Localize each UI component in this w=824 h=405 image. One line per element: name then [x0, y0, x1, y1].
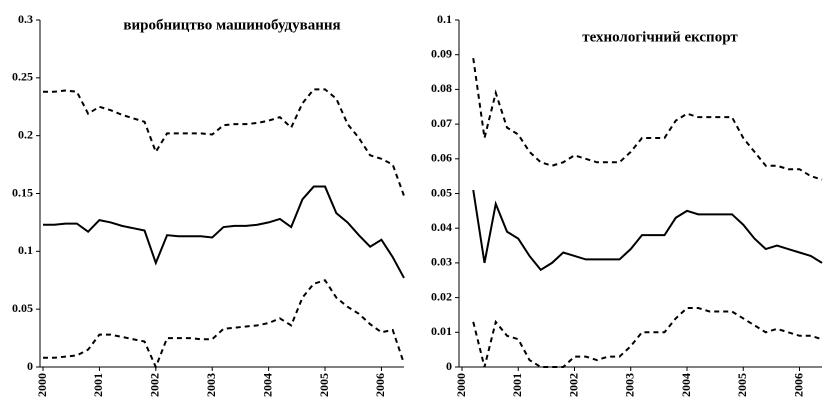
y-tick-label: 0.03: [431, 255, 452, 269]
y-tick-label: 0.1: [18, 243, 33, 257]
y-tick-label: 0.04: [431, 220, 452, 234]
y-tick-label: 0.07: [431, 116, 452, 130]
x-tick-label: 2005: [735, 373, 749, 397]
x-tick-label: 2001: [91, 373, 105, 397]
y-tick-label: 0.1: [437, 12, 452, 26]
x-tick-label: 2003: [204, 373, 218, 397]
series-line: [472, 58, 823, 181]
y-tick-label: 0.3: [18, 12, 33, 26]
chart-title: виробництво машинобудування: [123, 17, 340, 33]
series-line: [43, 185, 405, 279]
x-tick-label: 2005: [317, 373, 331, 397]
x-tick-label: 2004: [260, 373, 274, 397]
y-tick-label: 0.15: [12, 185, 33, 199]
y-tick-label: 0.2: [18, 127, 33, 141]
series-line: [43, 88, 405, 197]
y-tick-label: 0.05: [431, 185, 452, 199]
chart-title: технологічний експорт: [582, 29, 738, 45]
series-line: [472, 307, 823, 368]
y-tick-label: 0.25: [12, 70, 33, 84]
x-tick-label: 2000: [35, 373, 49, 397]
x-tick-label: 2002: [566, 373, 580, 397]
x-tick-label: 2001: [510, 373, 524, 397]
y-tick-label: 0.06: [431, 151, 452, 165]
x-tick-label: 2003: [623, 373, 637, 397]
y-tick-label: 0.01: [431, 324, 452, 338]
y-tick-label: 0.09: [431, 46, 452, 60]
y-tick-label: 0: [27, 359, 33, 373]
y-tick-label: 0: [446, 359, 452, 373]
x-tick-label: 2006: [791, 373, 805, 397]
x-tick-label: 2006: [373, 373, 387, 397]
x-tick-label: 2004: [679, 373, 693, 397]
y-tick-label: 0.08: [431, 81, 452, 95]
x-tick-label: 2002: [148, 373, 162, 397]
series-line: [43, 279, 405, 370]
x-tick-label: 2000: [454, 373, 468, 397]
y-tick-label: 0.02: [431, 289, 452, 303]
y-tick-label: 0.05: [12, 301, 33, 315]
series-line: [472, 189, 823, 272]
